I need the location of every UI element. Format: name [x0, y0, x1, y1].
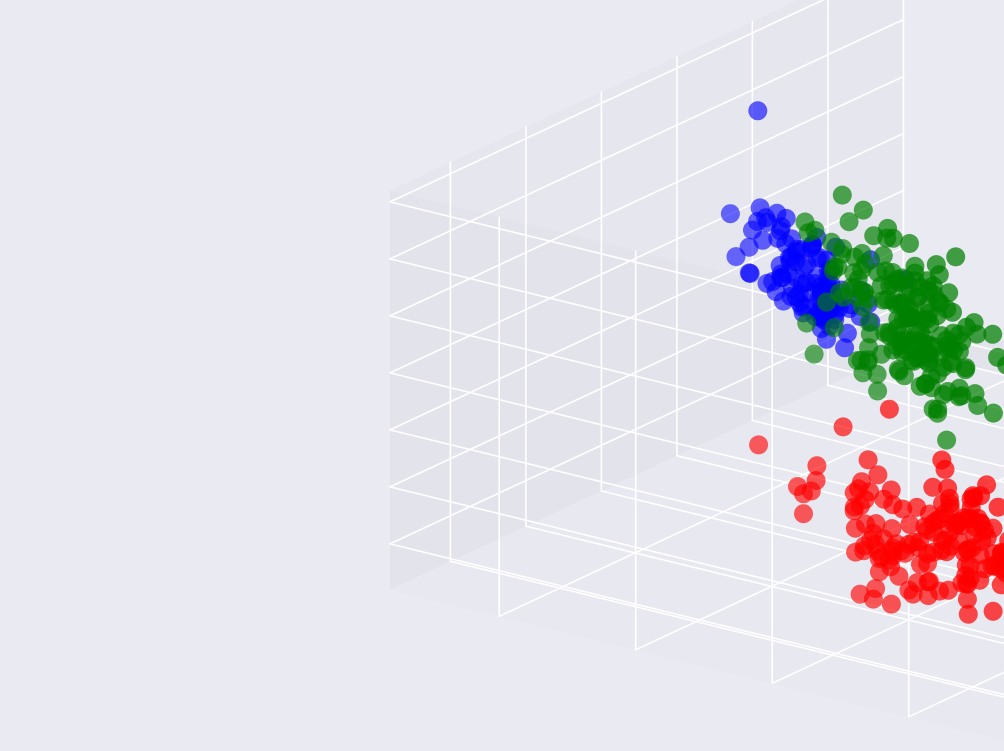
- scatter-point: [882, 519, 901, 538]
- scatter-point: [721, 204, 740, 223]
- scatter-point: [966, 384, 985, 403]
- scatter-point: [853, 244, 872, 263]
- scatter-point: [868, 365, 887, 384]
- scatter-point: [749, 435, 768, 454]
- scatter-point: [880, 400, 899, 419]
- scatter-point: [805, 221, 824, 240]
- scatter-point: [928, 404, 947, 423]
- scatter-point: [893, 500, 912, 519]
- scatter-point: [938, 479, 957, 498]
- scatter-point: [890, 567, 909, 586]
- scatter-point: [805, 345, 824, 364]
- scatter-point: [825, 318, 844, 337]
- scatter-point: [834, 417, 853, 436]
- scatter-point: [854, 201, 873, 220]
- scatter-point: [946, 247, 965, 266]
- scatter-point: [868, 382, 887, 401]
- scatter-point: [882, 481, 901, 500]
- scatter-point: [977, 475, 996, 494]
- scatter-point: [878, 219, 897, 238]
- scatter-point: [882, 595, 901, 614]
- scatter-point: [932, 451, 951, 470]
- scatter-point: [807, 456, 826, 475]
- scatter-point: [864, 590, 883, 609]
- scatter-point: [972, 514, 991, 533]
- scatter-point: [939, 283, 958, 302]
- scatter-point: [956, 360, 975, 379]
- scatter-point: [846, 519, 865, 538]
- scatter-point: [852, 261, 871, 280]
- scatter-point: [900, 234, 919, 253]
- scatter-point: [905, 257, 924, 276]
- scatter-point: [748, 101, 767, 120]
- scatter-point: [860, 482, 879, 501]
- scatter-point: [794, 504, 813, 523]
- scatter-point: [751, 198, 770, 217]
- scatter-point: [965, 313, 984, 332]
- scatter-point: [833, 186, 852, 205]
- scatter-point: [939, 581, 958, 600]
- scatter-point: [943, 303, 962, 322]
- scatter-point: [859, 450, 878, 469]
- scatter-point: [919, 572, 938, 591]
- scatter-point: [984, 404, 1003, 423]
- scatter-point: [741, 264, 760, 283]
- scatter-point: [797, 314, 816, 333]
- scatter-point: [983, 325, 1002, 344]
- scatter-point: [937, 431, 956, 450]
- scatter-point: [777, 209, 796, 228]
- scatter-point: [930, 265, 949, 284]
- scatter-point: [984, 602, 1003, 621]
